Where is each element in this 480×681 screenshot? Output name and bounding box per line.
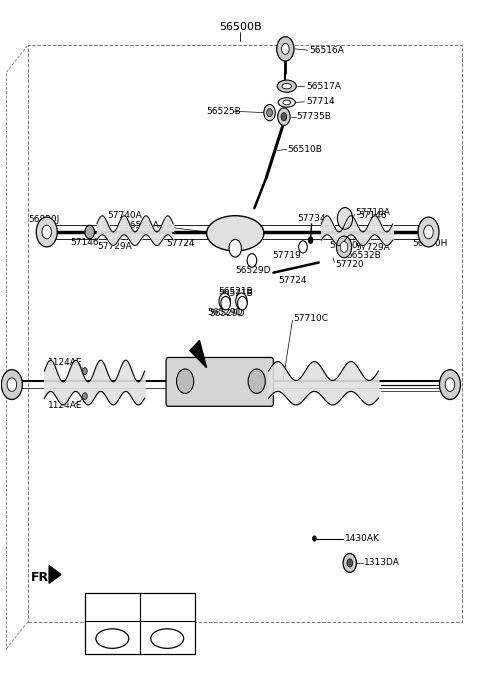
Circle shape xyxy=(440,370,460,400)
Circle shape xyxy=(85,225,95,239)
Circle shape xyxy=(343,554,357,573)
Circle shape xyxy=(336,236,352,257)
Text: 57739A: 57739A xyxy=(150,601,185,609)
Text: 56529D: 56529D xyxy=(209,309,244,318)
Ellipse shape xyxy=(282,84,291,89)
Text: 56529D: 56529D xyxy=(207,308,243,317)
Text: 56525B: 56525B xyxy=(206,107,241,116)
Text: 56516A: 56516A xyxy=(309,46,344,54)
Circle shape xyxy=(308,237,313,244)
Text: 57718A: 57718A xyxy=(356,208,390,217)
Circle shape xyxy=(83,393,87,400)
Circle shape xyxy=(418,217,439,247)
Ellipse shape xyxy=(151,629,184,648)
Polygon shape xyxy=(190,340,206,368)
Text: 57146: 57146 xyxy=(71,238,99,247)
Circle shape xyxy=(264,104,276,121)
Circle shape xyxy=(236,293,247,309)
Ellipse shape xyxy=(278,97,295,107)
Text: 57740A: 57740A xyxy=(330,241,364,250)
Text: 57710C: 57710C xyxy=(293,314,328,323)
Bar xyxy=(85,592,195,654)
Circle shape xyxy=(36,217,57,247)
Text: 57738: 57738 xyxy=(98,601,127,609)
Text: 1430AK: 1430AK xyxy=(345,534,380,543)
Circle shape xyxy=(248,369,265,394)
Text: 57740A: 57740A xyxy=(108,210,142,219)
Text: 57724: 57724 xyxy=(278,276,307,285)
Text: 56820H: 56820H xyxy=(413,239,448,248)
Text: 57734: 57734 xyxy=(297,214,326,223)
Circle shape xyxy=(42,225,51,239)
FancyBboxPatch shape xyxy=(166,358,274,407)
Circle shape xyxy=(347,559,353,567)
Text: 1124AE: 1124AE xyxy=(48,401,83,410)
Ellipse shape xyxy=(206,216,264,251)
Circle shape xyxy=(312,536,316,541)
Circle shape xyxy=(299,241,307,253)
Circle shape xyxy=(445,378,455,392)
Text: 56820J: 56820J xyxy=(29,215,60,224)
Circle shape xyxy=(337,208,353,229)
Circle shape xyxy=(219,293,230,309)
Circle shape xyxy=(424,225,433,239)
Text: 57735B: 57735B xyxy=(296,112,331,121)
Ellipse shape xyxy=(96,629,129,648)
Circle shape xyxy=(177,369,194,394)
Circle shape xyxy=(83,368,87,375)
Text: 56500B: 56500B xyxy=(219,22,261,32)
Text: 56529D: 56529D xyxy=(235,266,271,275)
Text: 56521B: 56521B xyxy=(218,287,253,296)
Circle shape xyxy=(277,37,294,61)
Text: 57146: 57146 xyxy=(359,210,387,219)
Ellipse shape xyxy=(283,100,290,105)
Text: 56521B: 56521B xyxy=(218,289,253,298)
Circle shape xyxy=(278,108,290,125)
Text: 57719: 57719 xyxy=(272,251,301,259)
Text: 56551A: 56551A xyxy=(124,221,159,229)
Text: FR.: FR. xyxy=(31,571,54,584)
Circle shape xyxy=(281,44,289,54)
Circle shape xyxy=(340,242,348,253)
Text: 1313DA: 1313DA xyxy=(364,558,400,567)
Circle shape xyxy=(247,254,257,267)
Text: 56517A: 56517A xyxy=(306,82,341,91)
Text: 1124AE: 1124AE xyxy=(48,358,83,366)
Text: 57729A: 57729A xyxy=(97,242,132,251)
Circle shape xyxy=(281,112,287,121)
Polygon shape xyxy=(49,566,61,584)
Circle shape xyxy=(238,296,247,310)
Text: 57714: 57714 xyxy=(306,97,335,106)
Circle shape xyxy=(229,240,241,257)
Circle shape xyxy=(267,108,273,116)
Circle shape xyxy=(7,378,17,392)
Ellipse shape xyxy=(277,80,296,92)
Text: 57729A: 57729A xyxy=(356,243,390,252)
Circle shape xyxy=(221,296,230,310)
Text: 57724: 57724 xyxy=(166,239,194,248)
Circle shape xyxy=(1,370,23,400)
Text: 56510B: 56510B xyxy=(288,145,323,154)
Text: 57720: 57720 xyxy=(336,260,364,269)
Text: 56532B: 56532B xyxy=(346,251,381,260)
